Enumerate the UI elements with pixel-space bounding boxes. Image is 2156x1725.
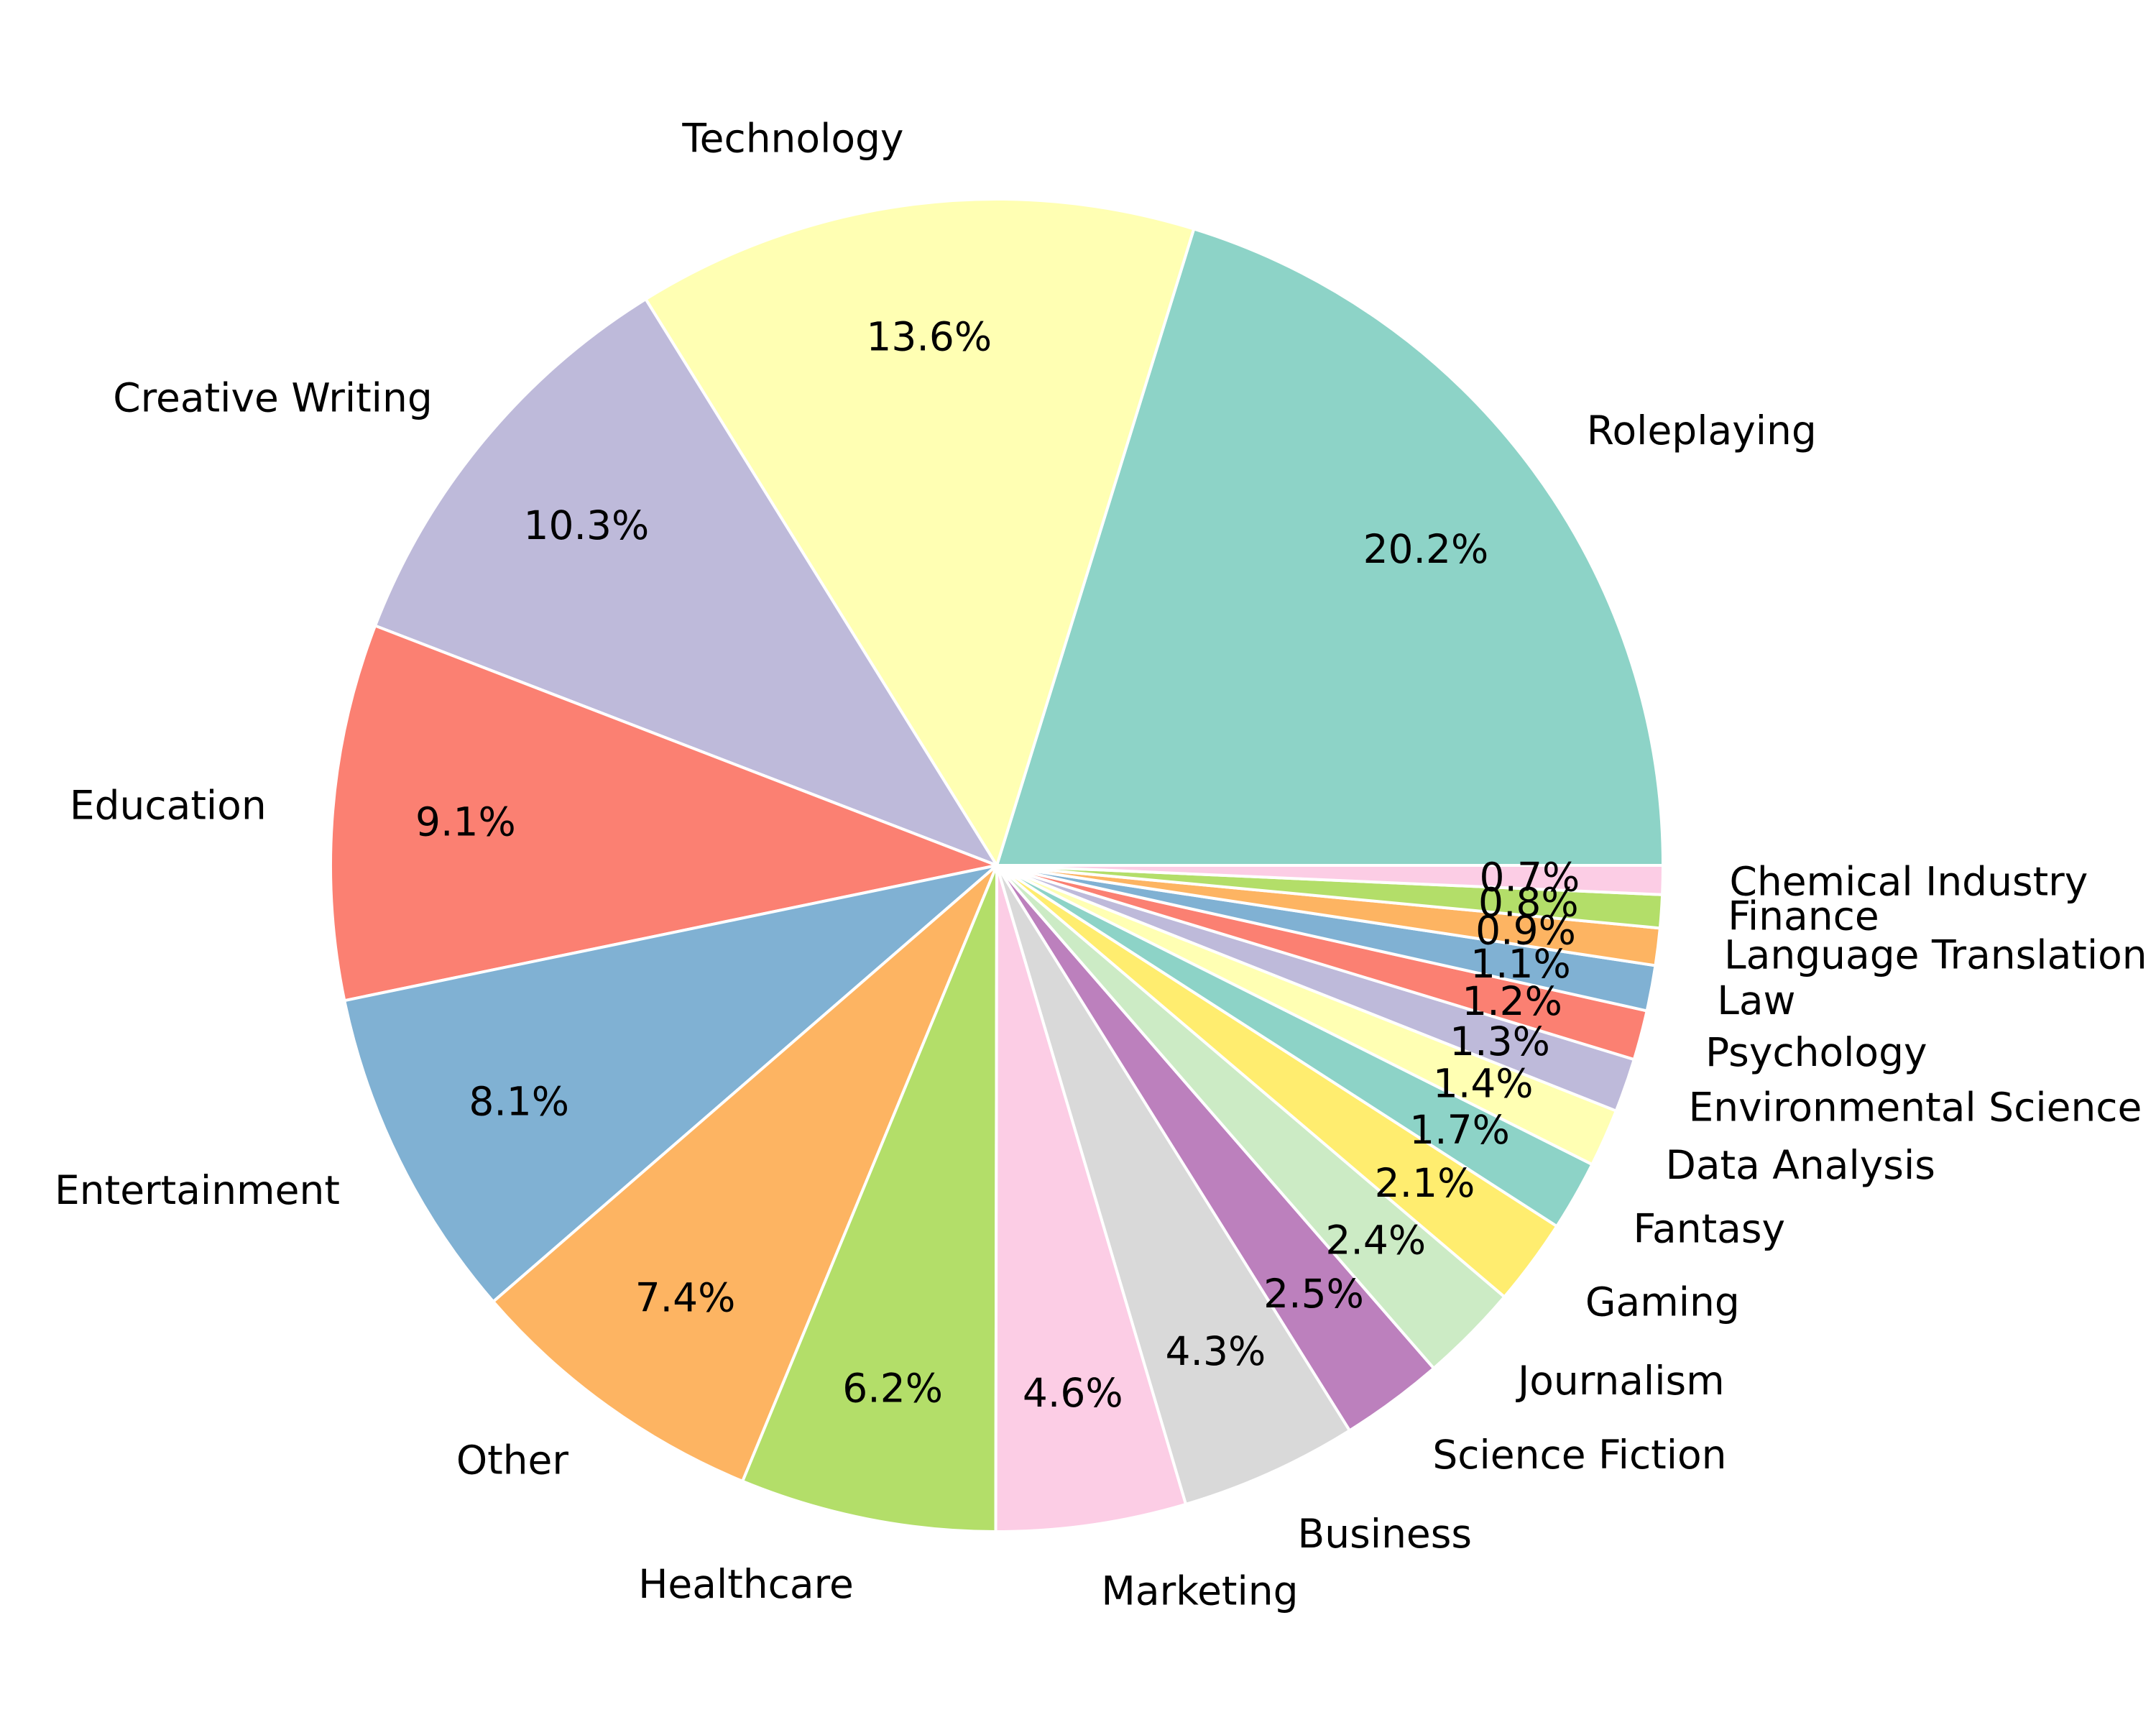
percent-label-gaming: 2.1% — [1375, 1160, 1475, 1206]
category-label-business: Business — [1298, 1511, 1473, 1557]
percent-label-technology: 13.6% — [866, 313, 992, 359]
percent-labels: 20.2% 13.6% 10.3% 9.1% 8.1% 7.4% 6.2% 4.6% 4.3% 2… — [415, 313, 1580, 1416]
category-label-journalism: Journalism — [1516, 1358, 1725, 1404]
percent-label-roleplaying: 20.2% — [1363, 526, 1489, 572]
category-label-science-fiction: Science Fiction — [1432, 1432, 1726, 1478]
pie-slice-creative-writing — [374, 298, 998, 867]
category-label-fantasy: Fantasy — [1633, 1206, 1785, 1252]
percent-label-creative-writing: 10.3% — [524, 502, 650, 548]
percent-label-law: 1.1% — [1470, 941, 1571, 987]
percent-label-entertainment: 8.1% — [469, 1079, 569, 1125]
percent-label-chemical-industry: 0.7% — [1480, 854, 1580, 900]
pie-slice-technology — [644, 198, 1196, 867]
pie-slice-marketing — [994, 864, 1188, 1534]
percent-label-healthcare: 6.2% — [842, 1365, 943, 1411]
percent-label-other: 7.4% — [635, 1275, 736, 1321]
category-label-marketing: Marketing — [1101, 1568, 1298, 1614]
category-label-law: Law — [1717, 978, 1795, 1024]
percent-label-education: 9.1% — [415, 799, 516, 845]
pie-slices — [329, 198, 1664, 1534]
category-label-healthcare: Healthcare — [638, 1561, 854, 1607]
percent-label-environmental-science: 1.3% — [1450, 1018, 1550, 1064]
category-label-chemical-industry: Chemical Industry — [1729, 858, 2088, 904]
percent-label-language-translation: 0.9% — [1475, 908, 1576, 954]
category-label-environmental-science: Environmental Science — [1689, 1085, 2142, 1131]
category-label-roleplaying: Roleplaying — [1587, 408, 1817, 454]
category-label-other: Other — [456, 1437, 569, 1483]
pie-slice-healthcare — [741, 864, 998, 1533]
pie-slice-chemical-industry — [995, 864, 1664, 896]
pie-slice-entertainment — [343, 864, 998, 1303]
percent-label-journalism: 2.4% — [1325, 1217, 1426, 1263]
category-label-education: Education — [70, 783, 267, 829]
percent-label-data-analysis: 1.4% — [1433, 1060, 1534, 1106]
category-label-language-translation: Language Translation — [1724, 932, 2147, 978]
category-label-technology: Technology — [681, 116, 903, 162]
category-label-data-analysis: Data Analysis — [1665, 1142, 1935, 1188]
pie-slice-education — [329, 624, 998, 1003]
category-label-finance: Finance — [1728, 893, 1879, 939]
pie-slice-roleplaying — [995, 227, 1664, 867]
category-label-psychology: Psychology — [1705, 1029, 1927, 1075]
pie-slice-other — [492, 864, 998, 1483]
percent-label-business: 4.3% — [1166, 1328, 1266, 1374]
percent-label-science-fiction: 2.5% — [1263, 1271, 1364, 1317]
percent-label-psychology: 1.2% — [1462, 978, 1562, 1024]
category-label-entertainment: Entertainment — [55, 1167, 340, 1213]
percent-label-fantasy: 1.7% — [1409, 1107, 1510, 1153]
category-label-creative-writing: Creative Writing — [113, 374, 433, 420]
pie-slice-business — [995, 864, 1351, 1506]
category-labels: Roleplaying Technology Creative Writing Edu… — [55, 116, 2147, 1614]
percent-label-marketing: 4.6% — [1023, 1370, 1123, 1416]
percent-label-finance: 0.8% — [1478, 879, 1579, 925]
category-label-gaming: Gaming — [1585, 1279, 1740, 1325]
